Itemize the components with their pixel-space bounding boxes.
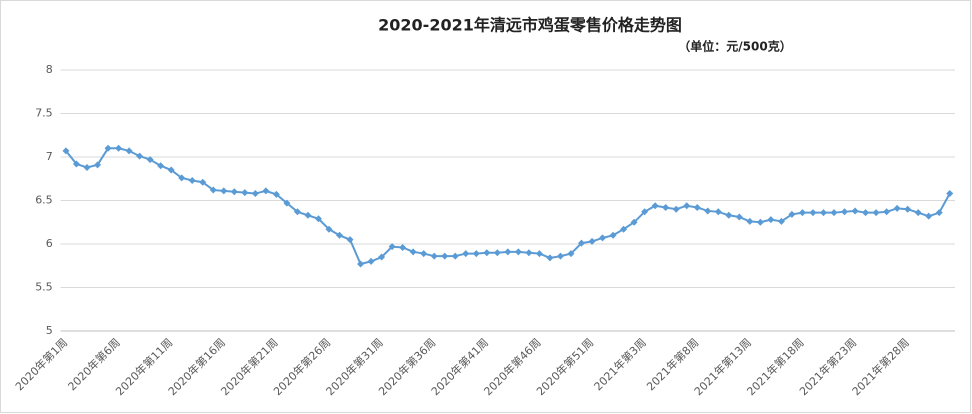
point [378, 253, 386, 261]
point [841, 208, 849, 216]
point [904, 205, 912, 213]
point [230, 188, 238, 196]
point [767, 216, 775, 224]
point [388, 243, 396, 251]
y-tick-label: 7 [46, 150, 53, 163]
chart-subtitle: （单位：元/500克） [678, 39, 791, 54]
point [662, 203, 670, 211]
point [525, 249, 533, 257]
point [935, 209, 943, 217]
point [714, 208, 722, 216]
point [704, 207, 712, 215]
point [851, 207, 859, 215]
point [577, 239, 585, 247]
point [725, 211, 733, 219]
point [94, 161, 102, 169]
point [535, 250, 543, 258]
point [272, 190, 280, 198]
y-tick-label: 7.5 [35, 107, 53, 120]
point [83, 163, 91, 171]
point [178, 174, 186, 182]
point [367, 257, 375, 265]
point [504, 248, 512, 256]
point [830, 209, 838, 217]
point [620, 225, 628, 233]
point [357, 260, 365, 268]
point [872, 209, 880, 217]
point [115, 144, 123, 152]
y-tick-label: 6 [46, 237, 53, 250]
point [420, 250, 428, 258]
point [441, 252, 449, 260]
point [609, 231, 617, 239]
point [946, 190, 954, 198]
point [346, 236, 354, 244]
point [641, 208, 649, 216]
point [746, 217, 754, 225]
point [430, 252, 438, 260]
point [136, 152, 144, 160]
point [914, 209, 922, 217]
point [220, 187, 228, 195]
point [788, 210, 796, 218]
point [125, 147, 133, 155]
point [683, 202, 691, 210]
point [798, 209, 806, 217]
point [314, 215, 322, 223]
y-tick-label: 8 [46, 63, 53, 76]
point [672, 205, 680, 213]
point [167, 166, 175, 174]
point [493, 249, 501, 257]
point [293, 208, 301, 216]
point [62, 147, 70, 155]
point [862, 209, 870, 217]
point [599, 234, 607, 242]
point [546, 254, 554, 262]
y-tick-label: 6.5 [35, 194, 53, 207]
point [283, 199, 291, 207]
point [336, 231, 344, 239]
point [735, 213, 743, 221]
point [777, 217, 785, 225]
point [819, 209, 827, 217]
point [304, 211, 312, 219]
point [514, 248, 522, 256]
point [241, 189, 249, 197]
point [462, 250, 470, 258]
point [399, 243, 407, 251]
point [472, 250, 480, 258]
point [188, 176, 196, 184]
point [756, 218, 764, 226]
point [72, 160, 80, 168]
point [104, 144, 112, 152]
point [451, 252, 459, 260]
point [693, 203, 701, 211]
point [409, 248, 417, 256]
point [651, 202, 659, 210]
point [262, 187, 270, 195]
point [893, 204, 901, 212]
chart-title: 2020-2021年清远市鸡蛋零售价格走势图 [378, 16, 682, 35]
y-tick-label: 5.5 [35, 281, 53, 294]
point [199, 178, 207, 186]
point [588, 237, 596, 245]
point [556, 252, 564, 260]
point [325, 225, 333, 233]
point [209, 186, 217, 194]
point [157, 162, 165, 170]
point [251, 190, 259, 198]
point [146, 156, 154, 164]
y-tick-label: 5 [46, 324, 53, 337]
point [809, 209, 817, 217]
point [483, 249, 491, 257]
point [925, 212, 933, 220]
point [883, 208, 891, 216]
point [630, 218, 638, 226]
point [567, 250, 575, 258]
